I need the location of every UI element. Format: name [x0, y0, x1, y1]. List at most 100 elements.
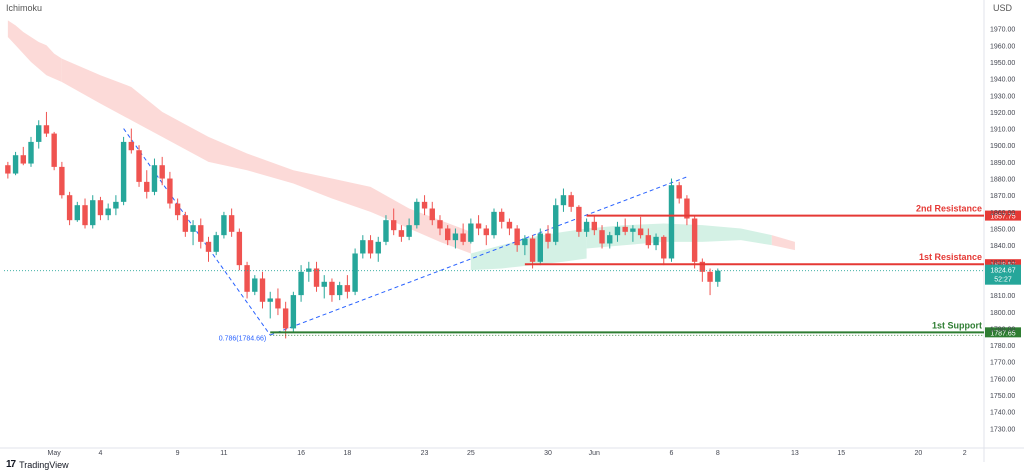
candle[interactable]	[221, 215, 227, 236]
candle[interactable]	[614, 226, 621, 236]
candle[interactable]	[66, 195, 73, 221]
candle[interactable]	[28, 141, 34, 164]
candle[interactable]	[452, 233, 459, 241]
candle[interactable]	[637, 228, 644, 236]
candle[interactable]	[537, 233, 543, 262]
candle[interactable]	[715, 270, 721, 282]
candle[interactable]	[653, 236, 659, 246]
candle[interactable]	[267, 298, 273, 302]
candle[interactable]	[460, 233, 466, 242]
candle[interactable]	[5, 165, 11, 174]
candle[interactable]	[576, 206, 582, 232]
candle[interactable]	[290, 295, 297, 329]
candle[interactable]	[182, 215, 189, 232]
candle[interactable]	[421, 201, 428, 209]
candle[interactable]	[553, 205, 559, 242]
countdown: 52:27	[994, 277, 1012, 284]
candle[interactable]	[144, 181, 150, 192]
indicator-label[interactable]: Ichimoku	[6, 3, 43, 13]
candle[interactable]	[630, 228, 636, 232]
candle[interactable]	[306, 268, 312, 272]
candle[interactable]	[275, 298, 281, 309]
candle[interactable]	[97, 200, 104, 216]
candle[interactable]	[491, 211, 497, 236]
candle[interactable]	[90, 200, 96, 226]
candle[interactable]	[259, 278, 266, 302]
candle[interactable]	[560, 195, 567, 206]
candle[interactable]	[684, 198, 690, 219]
candle[interactable]	[390, 220, 397, 231]
candle[interactable]	[676, 185, 682, 199]
candle[interactable]	[699, 261, 706, 272]
candle[interactable]	[367, 240, 374, 254]
candle[interactable]	[336, 285, 343, 296]
candle[interactable]	[282, 308, 289, 329]
candle[interactable]	[398, 230, 405, 237]
candle[interactable]	[499, 211, 505, 222]
candle[interactable]	[691, 218, 698, 262]
candle[interactable]	[429, 208, 435, 221]
candle[interactable]	[437, 220, 443, 229]
y-tick-label: 1850.00	[990, 227, 1015, 234]
candle[interactable]	[190, 225, 196, 232]
candle[interactable]	[36, 125, 42, 142]
candle[interactable]	[414, 201, 420, 226]
candle[interactable]	[228, 215, 235, 232]
candle[interactable]	[236, 231, 243, 266]
candle[interactable]	[522, 238, 528, 246]
candle[interactable]	[167, 178, 173, 204]
candle[interactable]	[20, 155, 26, 164]
candle[interactable]	[360, 240, 366, 254]
candle[interactable]	[568, 195, 574, 207]
tradingview-brand[interactable]: 17 TradingView	[6, 459, 69, 470]
candle[interactable]	[645, 235, 652, 246]
candle[interactable]	[607, 235, 613, 244]
candle[interactable]	[174, 203, 181, 216]
candle[interactable]	[329, 281, 335, 296]
candle[interactable]	[668, 185, 675, 259]
candle[interactable]	[506, 221, 513, 229]
candle[interactable]	[252, 278, 258, 292]
candle[interactable]	[352, 253, 358, 292]
candle[interactable]	[298, 271, 304, 296]
candle[interactable]	[205, 241, 212, 252]
candle[interactable]	[383, 220, 389, 242]
candle[interactable]	[483, 228, 489, 236]
candle[interactable]	[151, 165, 158, 192]
candle[interactable]	[12, 155, 19, 174]
candle[interactable]	[82, 205, 88, 226]
candle[interactable]	[136, 150, 142, 182]
candle[interactable]	[591, 221, 598, 231]
candle[interactable]	[344, 285, 351, 292]
candle[interactable]	[406, 225, 412, 237]
candle[interactable]	[213, 235, 219, 252]
candle[interactable]	[198, 225, 204, 242]
candle[interactable]	[545, 233, 551, 242]
candle[interactable]	[599, 230, 605, 244]
candle[interactable]	[313, 268, 320, 287]
candle[interactable]	[622, 226, 628, 232]
candle[interactable]	[59, 166, 65, 196]
candle[interactable]	[113, 201, 119, 209]
candle[interactable]	[51, 133, 57, 167]
candle[interactable]	[445, 228, 451, 241]
candle[interactable]	[128, 141, 135, 151]
candle[interactable]	[529, 238, 536, 262]
candle[interactable]	[707, 271, 713, 282]
candle[interactable]	[514, 228, 520, 246]
candle[interactable]	[244, 265, 250, 292]
candle[interactable]	[475, 223, 482, 229]
candle[interactable]	[159, 165, 165, 179]
current-price-badge	[985, 264, 1021, 285]
candle[interactable]	[105, 208, 111, 216]
candle[interactable]	[375, 241, 381, 254]
candle[interactable]	[468, 223, 474, 242]
candle[interactable]	[661, 236, 667, 259]
level-badge-1	[985, 259, 1021, 270]
candle[interactable]	[43, 125, 50, 134]
candle[interactable]	[321, 281, 327, 287]
candle[interactable]	[74, 205, 81, 221]
candle[interactable]	[583, 221, 590, 232]
candle[interactable]	[120, 141, 127, 202]
